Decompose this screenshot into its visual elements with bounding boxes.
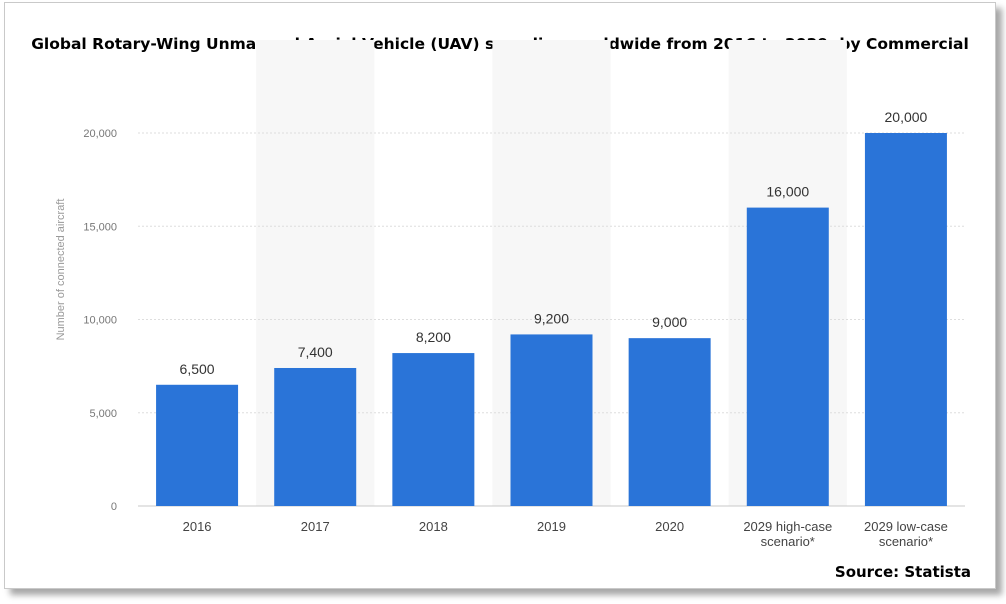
bar: [746, 207, 829, 506]
x-tick-label: 2020: [655, 519, 684, 534]
bar: [392, 353, 475, 506]
y-tick-label: 10,000: [83, 315, 117, 327]
y-tick-label: 5,000: [89, 408, 117, 420]
bar-value-label: 8,200: [416, 329, 451, 345]
bar-value-label: 9,000: [652, 314, 687, 330]
bar-value-label: 7,400: [298, 344, 333, 360]
x-tick-label: 2017: [301, 519, 330, 534]
bar-value-label: 9,200: [534, 310, 569, 326]
bar: [274, 367, 357, 506]
x-tick-label: 2029 low-case scenario*: [864, 519, 948, 549]
x-tick-label: 2029 high-case scenario*: [743, 519, 832, 549]
bar: [156, 384, 239, 506]
source-label: Source: Statista: [834, 563, 971, 581]
bar: [628, 338, 711, 506]
x-tick-label: 2016: [183, 519, 212, 534]
y-tick-label: 20,000: [83, 128, 117, 140]
bar: [864, 133, 947, 506]
bar-value-label: 6,500: [180, 361, 215, 377]
y-tick-label: 0: [111, 501, 117, 513]
y-tick-label: 15,000: [83, 221, 117, 233]
bar-value-label: 16,000: [766, 184, 809, 200]
bar-value-label: 20,000: [885, 109, 928, 125]
bar: [510, 334, 593, 506]
y-axis-label: Number of connected aircraft: [55, 199, 67, 341]
x-tick-label: 2019: [537, 519, 566, 534]
x-tick-label: 2018: [419, 519, 448, 534]
